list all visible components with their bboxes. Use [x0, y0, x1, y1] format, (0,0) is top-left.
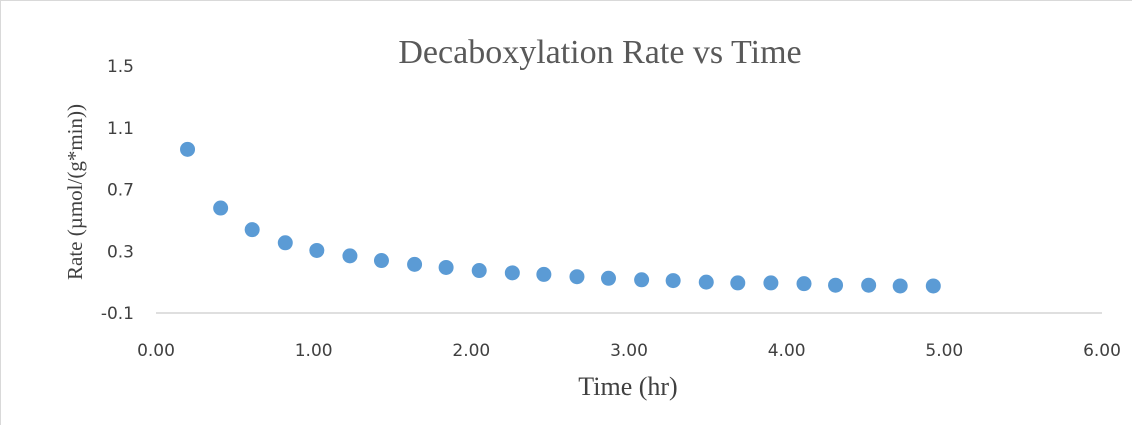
- data-point: [180, 141, 196, 157]
- y-tick-label: -0.1: [101, 304, 134, 324]
- data-point: [471, 263, 487, 279]
- data-point: [698, 274, 714, 290]
- data-point: [277, 235, 293, 251]
- data-point: [892, 278, 908, 294]
- data-point: [438, 259, 454, 275]
- x-tick-label: 2.00: [452, 341, 490, 361]
- y-tick-label: 1.5: [107, 57, 134, 77]
- data-point: [504, 265, 520, 281]
- x-tick-label: 4.00: [768, 341, 806, 361]
- y-tick-labels: -0.1 0.3 0.7 1.1 1.5: [101, 57, 134, 324]
- data-point: [730, 275, 746, 291]
- data-point: [763, 275, 779, 291]
- data-point: [796, 276, 812, 292]
- data-point: [213, 200, 229, 216]
- data-point: [407, 256, 423, 272]
- x-tick-labels: 0.00 1.00 2.00 3.00 4.00 5.00 6.00: [137, 341, 1121, 361]
- data-point: [828, 277, 844, 293]
- chart-title: Decaboxylation Rate vs Time: [398, 34, 801, 71]
- y-tick-label: 0.3: [107, 242, 134, 262]
- y-tick-label: 1.1: [107, 119, 134, 139]
- data-point: [601, 270, 617, 286]
- data-points: [180, 141, 941, 294]
- x-tick-label: 3.00: [610, 341, 648, 361]
- data-point: [665, 273, 681, 289]
- data-point: [569, 269, 585, 285]
- y-axis-title: Rate (µmol/(g*min)): [63, 104, 87, 280]
- x-tick-label: 1.00: [295, 341, 333, 361]
- x-tick-label: 0.00: [137, 341, 175, 361]
- data-point: [536, 266, 552, 282]
- data-point: [244, 222, 260, 238]
- data-point: [309, 242, 325, 258]
- data-point: [373, 253, 389, 269]
- x-axis-title: Time (hr): [578, 372, 677, 401]
- data-point: [925, 278, 941, 294]
- x-tick-label: 6.00: [1083, 341, 1121, 361]
- data-point: [861, 277, 877, 293]
- data-point: [342, 248, 358, 264]
- x-tick-label: 5.00: [925, 341, 963, 361]
- data-point: [634, 272, 650, 288]
- y-tick-label: 0.7: [107, 181, 134, 201]
